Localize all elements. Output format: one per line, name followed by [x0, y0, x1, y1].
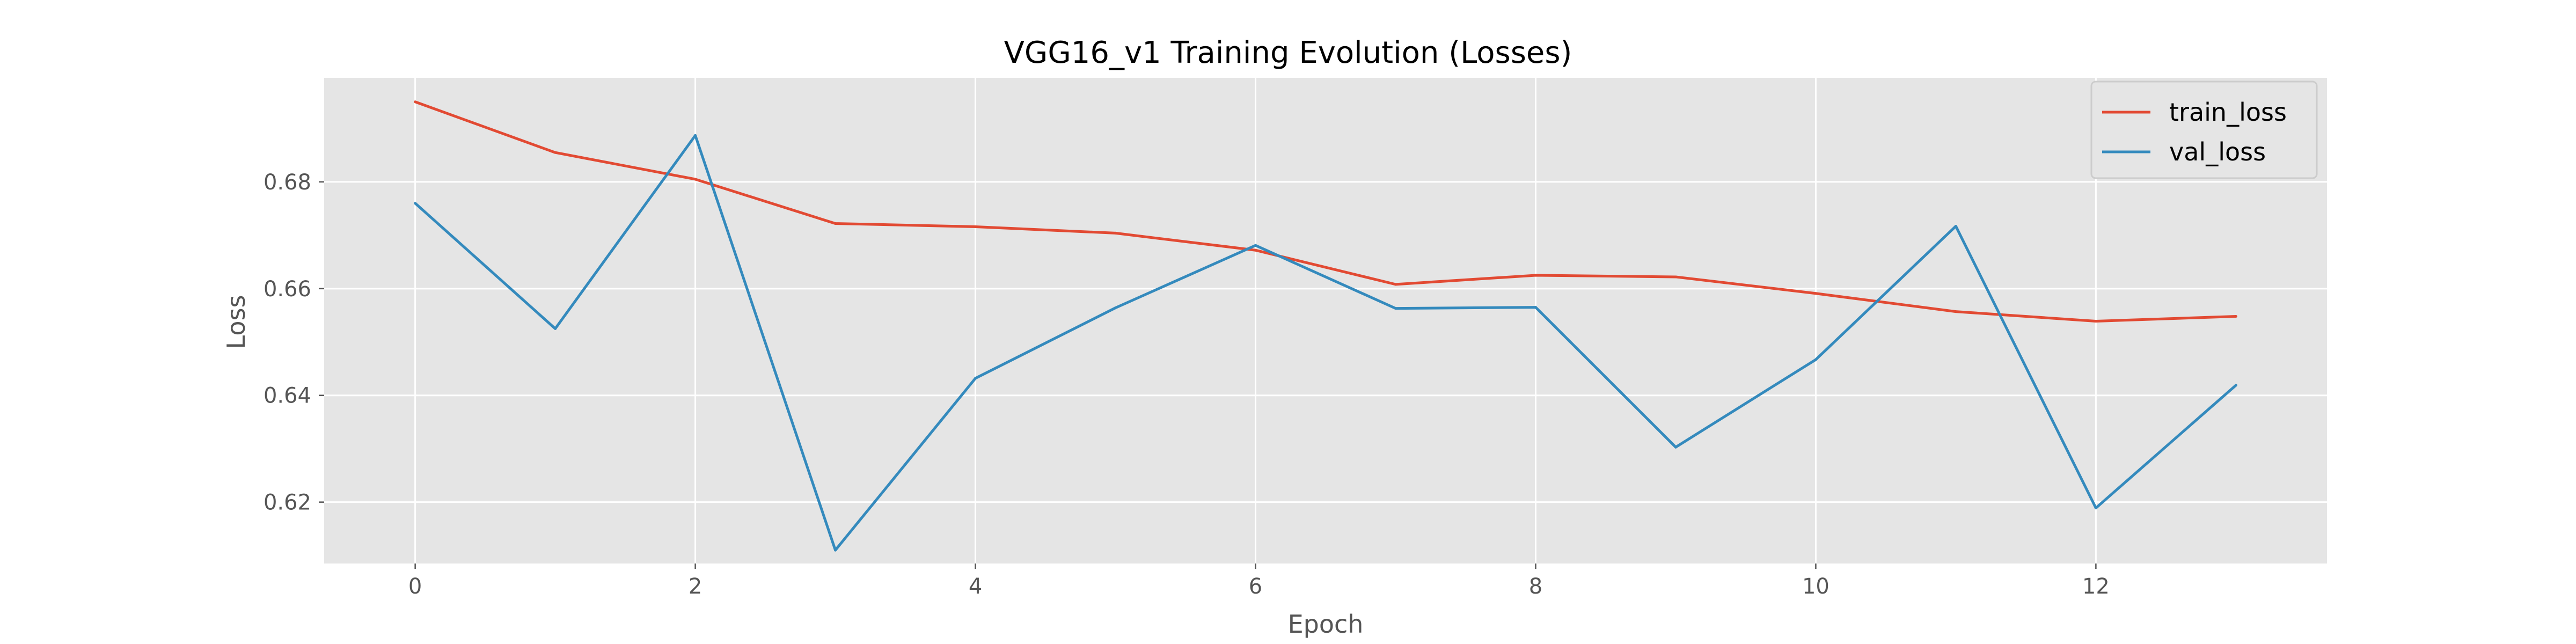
data-point-train-loss — [1534, 274, 1537, 277]
x-tick-label: 0 — [408, 574, 422, 599]
data-point-val-loss — [2234, 384, 2237, 387]
data-point-train-loss — [414, 100, 417, 104]
series-line-val-loss — [414, 134, 2237, 552]
data-point-val-loss — [2094, 507, 2097, 510]
data-point-train-loss — [2234, 315, 2237, 318]
data-point-train-loss — [1674, 275, 1677, 279]
y-tick-label: 0.62 — [264, 491, 311, 515]
grid-lines — [324, 78, 2327, 564]
y-tick-label: 0.66 — [264, 277, 311, 302]
x-tick-label: 10 — [1802, 574, 1829, 599]
legend-label-val-loss: val_loss — [2169, 137, 2266, 166]
legend-box — [2090, 80, 2318, 179]
y-axis-label: Loss — [222, 295, 251, 349]
data-point-train-loss — [1954, 310, 1957, 313]
x-tick-label: 12 — [2082, 574, 2110, 599]
data-point-train-loss — [554, 151, 557, 154]
data-point-val-loss — [414, 202, 417, 205]
data-point-train-loss — [694, 178, 697, 181]
x-tick-labels: 0 2 4 6 8 10 12 — [408, 564, 2110, 599]
data-point-val-loss — [834, 548, 837, 552]
data-point-val-loss — [1114, 306, 1117, 310]
data-point-val-loss — [1814, 358, 1817, 361]
series-line-train-loss — [414, 100, 2236, 323]
plot-background — [324, 78, 2327, 564]
series-lines — [414, 100, 2237, 552]
x-axis-label: Epoch — [1288, 610, 1364, 639]
x-tick-label: 6 — [1249, 574, 1262, 599]
data-point-val-loss — [1954, 224, 1957, 228]
data-point-train-loss — [974, 225, 977, 228]
data-point-val-loss — [974, 377, 977, 380]
data-point-val-loss — [1254, 244, 1257, 247]
data-point-train-loss — [1394, 283, 1397, 286]
x-tick-label: 2 — [689, 574, 702, 599]
legend-label-train-loss: train_loss — [2169, 98, 2287, 127]
data-point-val-loss — [1394, 307, 1397, 310]
data-point-train-loss — [2094, 319, 2097, 323]
legend: train_loss val_loss — [2090, 80, 2318, 179]
chart-title: VGG16_v1 Training Evolution (Losses) — [1004, 35, 1572, 70]
y-tick-label: 0.64 — [264, 384, 311, 408]
x-tick-label: 4 — [969, 574, 982, 599]
data-point-train-loss — [834, 222, 837, 225]
y-tick-labels: 0.62 0.64 0.66 0.68 — [264, 170, 324, 515]
data-point-val-loss — [554, 327, 557, 330]
y-tick-label: 0.68 — [264, 170, 311, 195]
data-point-val-loss — [1674, 445, 1677, 449]
x-tick-label: 8 — [1529, 574, 1542, 599]
data-point-train-loss — [1254, 248, 1257, 252]
data-point-train-loss — [1114, 231, 1117, 235]
data-point-val-loss — [694, 134, 697, 137]
data-point-val-loss — [1534, 306, 1537, 309]
data-point-train-loss — [1814, 292, 1817, 295]
